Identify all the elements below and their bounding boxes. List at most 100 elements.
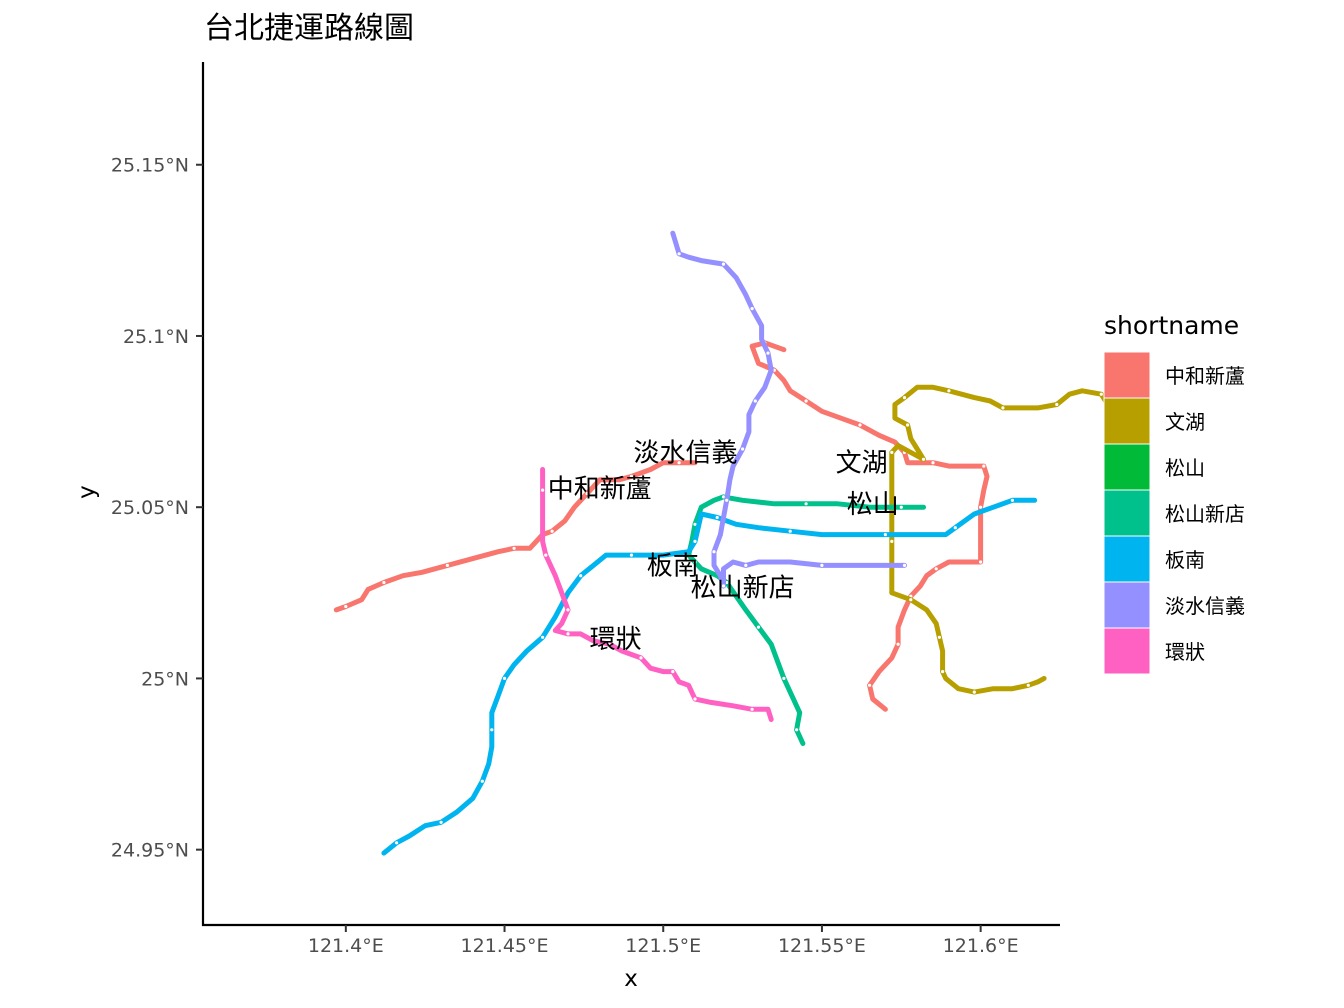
station-point <box>445 563 449 568</box>
station-point <box>693 697 697 701</box>
station-point <box>902 563 907 568</box>
y-tick-label: 25.15°N <box>111 155 189 177</box>
station-point <box>439 820 443 824</box>
plot-lines <box>333 230 1142 856</box>
legend-swatch <box>1103 489 1151 537</box>
x-tick-label: 121.5°E <box>625 935 701 957</box>
station-point <box>972 690 976 694</box>
station-point <box>868 683 872 687</box>
line-name-label: 中和新蘆 <box>548 474 652 504</box>
station-point <box>931 461 935 465</box>
station-point <box>566 608 570 612</box>
y-tick-label: 25.05°N <box>111 497 189 519</box>
station-point <box>541 488 545 492</box>
metro-line-path <box>749 340 990 712</box>
station-point <box>693 539 697 544</box>
station-point <box>921 457 926 461</box>
station-point <box>979 505 983 509</box>
line-name-label: 文湖 <box>836 449 888 479</box>
station-point <box>795 728 799 732</box>
station-point <box>502 676 507 681</box>
legend-label: 松山 <box>1165 456 1205 480</box>
station-point <box>741 447 745 451</box>
station-point <box>721 584 726 588</box>
metro-line-path <box>540 467 774 722</box>
station-point <box>744 563 748 568</box>
station-point <box>753 399 757 403</box>
station-point <box>677 252 681 256</box>
station-point <box>1055 402 1059 407</box>
y-tick-label: 25.1°N <box>123 326 189 348</box>
station-point <box>395 841 399 845</box>
line-name-label: 淡水信義 <box>633 438 737 468</box>
station-point <box>1001 406 1005 410</box>
legend-swatch <box>1103 397 1151 445</box>
station-point <box>1010 498 1015 502</box>
y-axis-title: y <box>74 485 100 499</box>
x-tick-label: 121.4°E <box>308 935 384 957</box>
station-point <box>902 396 907 400</box>
station-point <box>344 604 348 609</box>
station-point <box>899 505 903 509</box>
station-point <box>541 635 545 639</box>
legend-label: 板南 <box>1165 548 1205 572</box>
station-point <box>766 351 770 355</box>
line-name-label: 松山新店 <box>691 574 795 604</box>
legend-label: 淡水信義 <box>1165 594 1245 618</box>
metro-line-path <box>333 460 698 613</box>
chart-title: 台北捷運路線圖 <box>204 11 414 46</box>
y-tick-label: 25°N <box>141 668 189 690</box>
station-point <box>721 495 726 499</box>
legend-swatch <box>1103 581 1151 629</box>
station-point <box>909 598 913 602</box>
station-point <box>712 550 716 554</box>
legend-swatch <box>1103 535 1151 583</box>
x-tick-label: 121.6°E <box>943 935 1019 957</box>
legend-label: 松山新店 <box>1165 502 1245 526</box>
metro-line-path <box>670 230 907 589</box>
station-point <box>585 491 589 496</box>
station-point <box>947 389 951 393</box>
station-point <box>693 522 697 526</box>
station-point <box>937 635 942 639</box>
station-point <box>756 625 761 629</box>
station-point <box>804 502 808 506</box>
station-point <box>715 515 719 520</box>
station-point <box>890 450 894 454</box>
station-point <box>934 567 938 571</box>
station-point <box>820 563 824 568</box>
station-point <box>677 461 681 465</box>
station-point <box>579 574 583 578</box>
station-point <box>671 670 675 674</box>
y-ticks: 24.95°N 25°N 25.05°N 25.1°N 25.15°N <box>111 155 203 862</box>
x-axis-title: x <box>624 966 638 992</box>
legend-title: shortname <box>1104 311 1239 340</box>
legend-label: 環狀 <box>1165 640 1205 664</box>
legend-label: 中和新蘆 <box>1165 364 1245 388</box>
station-point <box>1026 683 1030 687</box>
station-point <box>693 560 697 564</box>
station-point <box>629 553 634 557</box>
station-point <box>607 642 611 646</box>
station-point <box>953 526 957 530</box>
station-point <box>639 656 643 660</box>
station-point <box>896 642 900 646</box>
station-point <box>629 474 634 478</box>
station-point <box>906 423 910 427</box>
station-point <box>890 539 894 544</box>
station-point <box>1099 392 1103 396</box>
legend-label: 文湖 <box>1165 410 1205 434</box>
station-point <box>883 533 888 537</box>
station-point <box>982 464 986 468</box>
station-point <box>979 560 983 564</box>
station-point <box>544 553 548 557</box>
station-point <box>782 676 786 681</box>
station-point <box>750 307 754 311</box>
station-point <box>550 529 554 533</box>
station-point <box>750 707 754 711</box>
x-ticks: 121.4°E 121.45°E 121.5°E 121.55°E 121.6°E <box>308 925 1019 957</box>
